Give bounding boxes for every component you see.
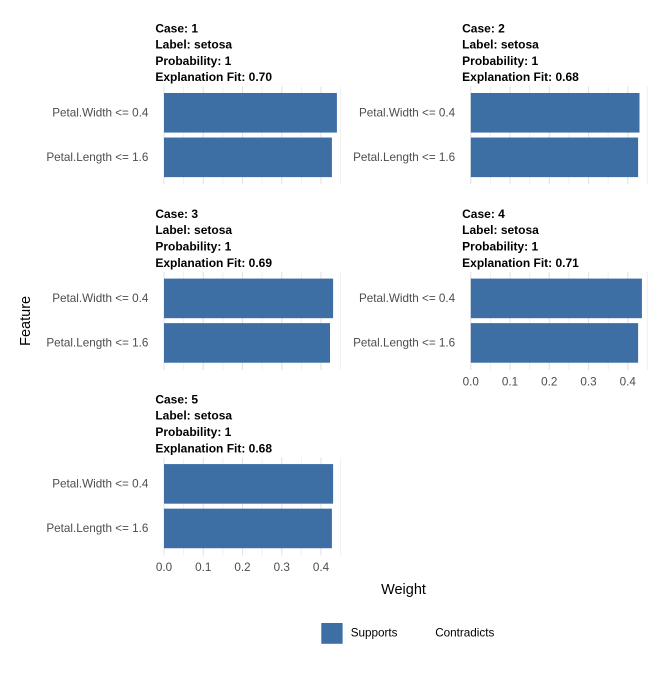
svg-text:Probability: 1: Probability: 1: [462, 54, 538, 68]
svg-text:Petal.Width <= 0.4: Petal.Width <= 0.4: [52, 292, 149, 305]
svg-text:Petal.Width <= 0.4: Petal.Width <= 0.4: [359, 106, 456, 119]
svg-text:0.2: 0.2: [234, 561, 250, 574]
svg-text:0.1: 0.1: [195, 561, 211, 574]
svg-text:0.0: 0.0: [156, 561, 173, 574]
svg-text:Probability: 1: Probability: 1: [155, 54, 231, 68]
svg-text:Petal.Width <= 0.4: Petal.Width <= 0.4: [359, 292, 456, 305]
svg-text:Explanation Fit: 0.68: Explanation Fit: 0.68: [462, 70, 579, 84]
svg-text:0.4: 0.4: [620, 375, 637, 388]
svg-text:Explanation Fit: 0.70: Explanation Fit: 0.70: [155, 70, 272, 84]
svg-text:Petal.Width <= 0.4: Petal.Width <= 0.4: [52, 106, 149, 119]
svg-text:Label: setosa: Label: setosa: [155, 38, 232, 52]
svg-text:Petal.Length <= 1.6: Petal.Length <= 1.6: [46, 522, 148, 535]
svg-text:Label: setosa: Label: setosa: [155, 409, 232, 423]
svg-text:Label: setosa: Label: setosa: [155, 223, 232, 237]
svg-text:Probability: 1: Probability: 1: [462, 240, 538, 254]
svg-text:Probability: 1: Probability: 1: [155, 425, 231, 439]
svg-text:Weight: Weight: [381, 582, 426, 598]
svg-text:Case: 1: Case: 1: [155, 21, 198, 35]
svg-text:Petal.Length <= 1.6: Petal.Length <= 1.6: [353, 337, 455, 350]
svg-text:0.0: 0.0: [463, 375, 480, 388]
svg-text:Case: 2: Case: 2: [462, 21, 505, 35]
svg-text:0.3: 0.3: [274, 561, 290, 574]
svg-text:Case: 5: Case: 5: [155, 392, 198, 406]
svg-text:Supports: Supports: [351, 627, 398, 640]
svg-text:Explanation Fit: 0.71: Explanation Fit: 0.71: [462, 256, 579, 270]
svg-text:Feature: Feature: [18, 296, 34, 346]
svg-text:Explanation Fit: 0.68: Explanation Fit: 0.68: [155, 441, 272, 455]
svg-text:Probability: 1: Probability: 1: [155, 240, 231, 254]
svg-text:Explanation Fit: 0.69: Explanation Fit: 0.69: [155, 256, 272, 270]
svg-text:0.2: 0.2: [541, 375, 557, 388]
svg-text:Label: setosa: Label: setosa: [462, 223, 539, 237]
svg-text:Petal.Width <= 0.4: Petal.Width <= 0.4: [52, 478, 149, 491]
svg-text:Petal.Length <= 1.6: Petal.Length <= 1.6: [46, 151, 148, 164]
svg-text:0.4: 0.4: [313, 561, 330, 574]
svg-text:0.3: 0.3: [580, 375, 596, 388]
svg-text:Case: 4: Case: 4: [462, 207, 505, 221]
svg-text:Label: setosa: Label: setosa: [462, 38, 539, 52]
svg-text:0.1: 0.1: [502, 375, 518, 388]
svg-text:Petal.Length <= 1.6: Petal.Length <= 1.6: [353, 151, 455, 164]
svg-text:Petal.Length <= 1.6: Petal.Length <= 1.6: [46, 337, 148, 350]
svg-text:Contradicts: Contradicts: [435, 627, 494, 640]
svg-text:Case: 3: Case: 3: [155, 207, 198, 221]
